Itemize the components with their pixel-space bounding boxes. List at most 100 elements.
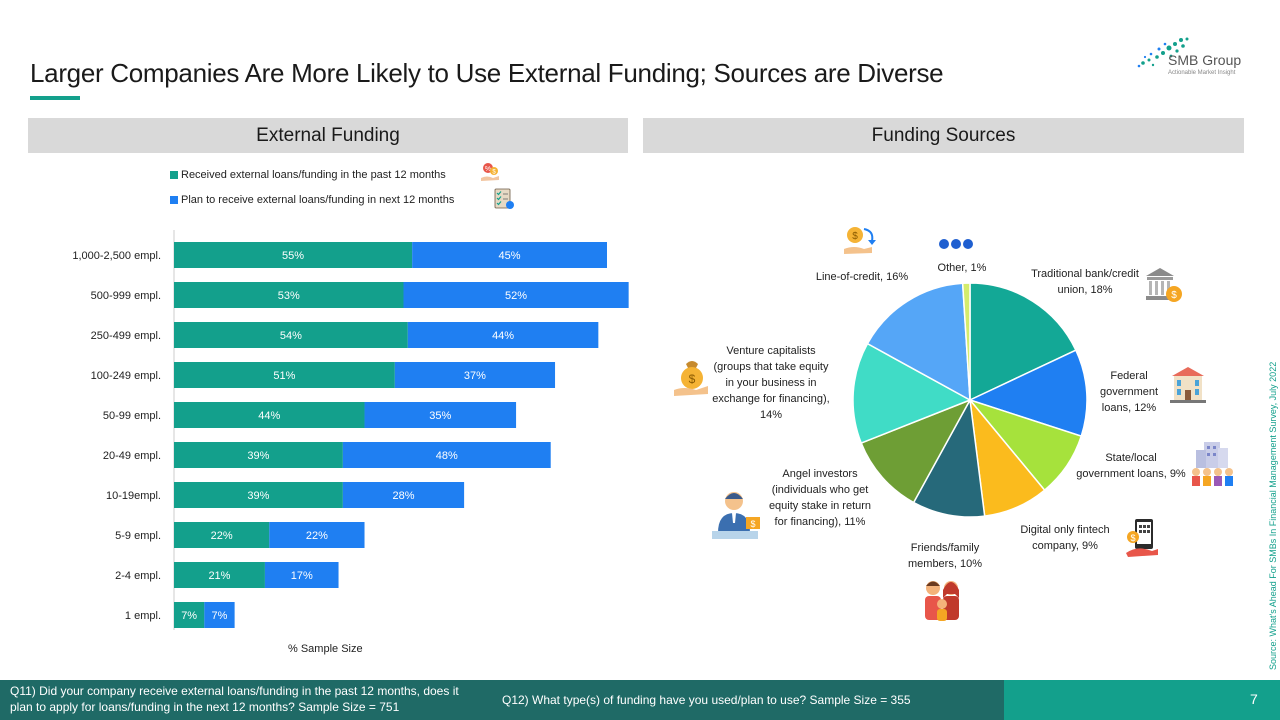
data-label: 54% [280, 330, 302, 342]
pie-slice-0 [969, 282, 1077, 402]
svg-text:$: $ [750, 519, 755, 529]
legend-received: Received external loans/funding in the p… [170, 169, 446, 181]
data-label: 53% [278, 290, 300, 302]
bar-received [174, 562, 265, 588]
data-label: 39% [247, 490, 269, 502]
logo-tagline: Actionable Market Insight [1168, 70, 1236, 76]
city-people-icon [1192, 442, 1233, 486]
data-label: 39% [247, 450, 269, 462]
money-hand-icon: % $ [481, 163, 499, 181]
investor-icon: $ [712, 492, 760, 539]
bank-icon: $ [1146, 268, 1182, 302]
pie-label-venture-capitalists: Venture capitalists (groups that take eq… [712, 345, 830, 421]
page-number: 7 [1250, 691, 1258, 707]
legend-swatch-plan [170, 196, 178, 204]
svg-text:$: $ [689, 372, 696, 386]
checklist-icon [494, 188, 514, 209]
smb-logo-icon [1137, 37, 1189, 68]
category-label: 50-99 empl. [103, 410, 161, 422]
footer-question-bar [0, 680, 1004, 720]
pie-slice-1 [967, 349, 1088, 438]
data-label: 44% [492, 330, 514, 342]
data-label: 28% [392, 490, 414, 502]
category-label: 10-19empl. [106, 490, 161, 502]
question-11: Q11) Did your company receive external l… [10, 684, 459, 714]
bar-plan [204, 602, 235, 628]
category-label: 1 empl. [125, 610, 161, 622]
legend-swatch-received [170, 171, 178, 179]
svg-text:$: $ [1171, 290, 1177, 301]
category-label: 5-9 empl. [115, 530, 161, 542]
data-label: 17% [291, 570, 313, 582]
pie-slice-5 [860, 398, 972, 504]
title-underline [30, 96, 80, 100]
legend-label-plan: Plan to receive external loans/funding i… [181, 194, 455, 206]
svg-text:$: $ [852, 231, 858, 242]
phone-money-icon: $ [1126, 519, 1158, 557]
funding-sources-header: Funding Sources [643, 118, 1244, 153]
bar-plan [407, 322, 599, 348]
data-label: 35% [429, 410, 451, 422]
svg-text:$: $ [1130, 533, 1135, 543]
data-label: 21% [208, 570, 230, 582]
pie-label-other: Other, 1% [937, 262, 987, 274]
pie-label-friends-family: Friends/family members, 10% [908, 542, 982, 570]
pie-label-digital-fintech: Digital only fintech company, 9% [1020, 524, 1110, 552]
category-label: 100-249 empl. [91, 370, 161, 382]
bar-plan [269, 522, 365, 548]
category-label: 2-4 empl. [115, 570, 161, 582]
bar-received [174, 602, 205, 628]
funding-sources-pie-chart [852, 282, 1088, 518]
bar-plan [403, 282, 629, 308]
pie-label-traditional-bank: Traditional bank/credit union, 18% [1031, 268, 1139, 296]
page-title: Larger Companies Are More Likely to Use … [30, 58, 944, 88]
data-label: 22% [306, 530, 328, 542]
external-funding-header: External Funding [28, 118, 628, 153]
data-label: 22% [211, 530, 233, 542]
more-dots-icon [939, 239, 973, 249]
pie-label-line-of-credit: Line-of-credit, 16% [815, 271, 909, 283]
bar-plan [342, 442, 551, 468]
data-label: 51% [273, 370, 295, 382]
external-funding-bar-chart: 1,000-2,500 empl. 55% 45% 500-999 empl. 53% 5… [72, 230, 629, 630]
category-label: 500-999 empl. [91, 290, 161, 302]
government-building-icon [1170, 367, 1206, 403]
family-icon [925, 581, 959, 621]
legend-plan: Plan to receive external loans/funding i… [170, 194, 454, 206]
bar-received [174, 442, 343, 468]
source-note: Source: What's Ahead For SMBs In Financi… [1268, 361, 1278, 670]
bar-received [174, 242, 413, 268]
bar-plan [264, 562, 339, 588]
pie-slice-4 [912, 397, 986, 518]
data-label: 48% [436, 450, 458, 462]
category-label: 250-499 empl. [91, 330, 161, 342]
bar-plan [412, 242, 607, 268]
legend-label-received: Received external loans/funding in the p… [181, 169, 446, 181]
data-label: 52% [505, 290, 527, 302]
pie-label-state-local-loans: State/local government loans, 9% [1076, 452, 1186, 480]
data-label: 44% [258, 410, 280, 422]
svg-text:$: $ [492, 170, 496, 176]
bar-received [174, 402, 365, 428]
coin-hand-icon: $ [844, 227, 876, 254]
question-12: Q12) What type(s) of funding have you us… [502, 693, 911, 707]
bar-received [174, 482, 343, 508]
bar-received [174, 282, 404, 308]
pie-slice-7 [866, 282, 971, 402]
pie-slice-6 [852, 342, 972, 445]
bar-plan [364, 402, 517, 428]
money-bag-hand-icon: $ [674, 361, 708, 396]
data-label: 7% [181, 610, 197, 622]
svg-text:%: % [485, 166, 491, 173]
category-label: 1,000-2,500 empl. [72, 250, 161, 262]
data-label: 7% [212, 610, 228, 622]
pie-label-federal-loans: Federal government loans, 12% [1099, 370, 1159, 414]
pie-slice-8 [961, 282, 971, 401]
bar-plan [342, 482, 465, 508]
pie-label-angel-investors: Angel investors (individuals who get equ… [768, 468, 872, 528]
data-label: 55% [282, 250, 304, 262]
x-axis-label: % Sample Size [288, 643, 363, 655]
bar-received [174, 322, 408, 348]
data-label: 37% [464, 370, 486, 382]
bar-plan [394, 362, 556, 388]
